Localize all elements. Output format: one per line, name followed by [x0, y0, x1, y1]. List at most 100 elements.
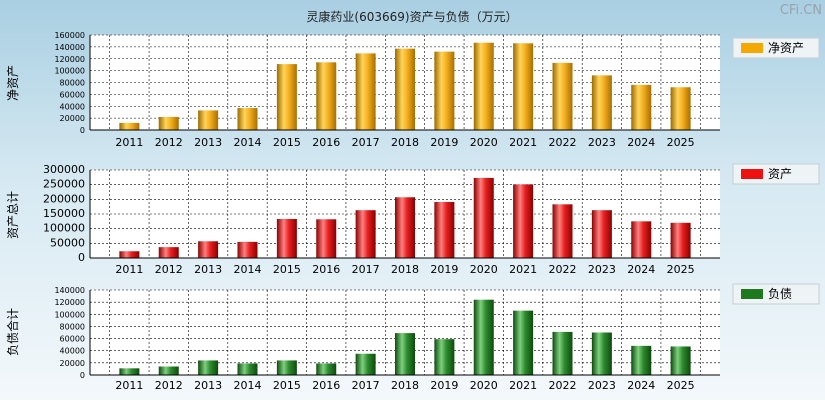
y-tick-label: 140000 — [54, 43, 85, 52]
y-tick-label: 20000 — [60, 359, 85, 368]
bar-total-liabilities-2017 — [355, 353, 376, 375]
x-tick-label: 2018 — [391, 263, 419, 276]
y-tick-label: 120000 — [54, 298, 85, 307]
legend-swatch — [741, 169, 763, 179]
x-tick-label: 2023 — [588, 379, 616, 392]
x-tick-label: 2020 — [470, 136, 498, 149]
x-tick-label: 2015 — [273, 263, 301, 276]
bar-total-liabilities-2012 — [158, 366, 179, 375]
x-tick-label: 2013 — [194, 263, 222, 276]
x-tick-label: 2025 — [667, 379, 695, 392]
x-tick-label: 2020 — [470, 379, 498, 392]
bar-net-assets-2011 — [119, 122, 140, 130]
x-tick-label: 2024 — [627, 136, 655, 149]
x-tick-label: 2012 — [155, 136, 183, 149]
y-axis-label: 净资产 — [6, 65, 20, 101]
y-tick-label: 100000 — [54, 310, 85, 319]
legend-net-assets: 净资产 — [732, 37, 820, 59]
bar-total-assets-2024 — [631, 221, 652, 258]
x-tick-label: 2020 — [470, 263, 498, 276]
x-tick-label: 2012 — [155, 379, 183, 392]
x-tick-label: 2011 — [115, 136, 143, 149]
x-tick-label: 2013 — [194, 379, 222, 392]
x-tick-label: 2018 — [391, 379, 419, 392]
x-tick-label: 2023 — [588, 136, 616, 149]
bar-net-assets-2016 — [316, 62, 337, 130]
x-tick-label: 2016 — [312, 136, 340, 149]
y-tick-label: 100000 — [43, 222, 85, 235]
y-tick-label: 150000 — [43, 207, 85, 220]
bar-total-assets-2022 — [552, 204, 573, 258]
y-tick-label: 160000 — [54, 31, 85, 40]
bar-net-assets-2012 — [158, 116, 179, 130]
bar-total-assets-2019 — [434, 201, 455, 258]
x-tick-label: 2017 — [352, 379, 380, 392]
y-tick-label: 250000 — [43, 178, 85, 191]
legend-swatch — [741, 43, 763, 53]
y-tick-label: 0 — [80, 126, 85, 135]
bar-total-liabilities-2024 — [631, 345, 652, 375]
x-tick-label: 2022 — [549, 379, 577, 392]
legend-total-assets: 资产 — [732, 163, 820, 185]
y-tick-label: 60000 — [60, 90, 85, 99]
x-tick-label: 2012 — [155, 263, 183, 276]
bar-total-liabilities-2021 — [513, 310, 534, 375]
bar-net-assets-2020 — [473, 42, 494, 130]
x-tick-label: 2021 — [509, 263, 537, 276]
y-tick-label: 40000 — [60, 102, 85, 111]
bar-total-liabilities-2022 — [552, 331, 573, 375]
x-tick-label: 2017 — [352, 136, 380, 149]
y-tick-label: 100000 — [54, 67, 85, 76]
x-tick-label: 2019 — [430, 136, 458, 149]
x-tick-label: 2021 — [509, 136, 537, 149]
x-tick-label: 2019 — [430, 263, 458, 276]
x-tick-label: 2018 — [391, 136, 419, 149]
x-tick-label: 2019 — [430, 379, 458, 392]
y-tick-label: 0 — [78, 251, 85, 264]
bar-net-assets-2019 — [434, 51, 455, 130]
bar-net-assets-2017 — [355, 53, 376, 130]
x-tick-label: 2016 — [312, 263, 340, 276]
bar-net-assets-2023 — [591, 75, 612, 130]
y-tick-label: 0 — [80, 371, 85, 380]
y-axis-label: 资产总计 — [6, 191, 20, 239]
bar-net-assets-2015 — [276, 64, 297, 130]
y-tick-label: 50000 — [50, 236, 85, 249]
y-tick-label: 80000 — [60, 79, 85, 88]
x-tick-label: 2015 — [273, 379, 301, 392]
bar-net-assets-2013 — [198, 110, 219, 130]
y-tick-label: 40000 — [60, 347, 85, 356]
bar-total-assets-2016 — [316, 219, 337, 258]
bar-total-assets-2025 — [670, 222, 691, 258]
bar-total-liabilities-2019 — [434, 339, 455, 375]
bar-total-liabilities-2016 — [316, 363, 337, 375]
bar-net-assets-2021 — [513, 43, 534, 130]
bar-total-liabilities-2011 — [119, 368, 140, 375]
x-tick-label: 2014 — [234, 379, 262, 392]
x-tick-label: 2022 — [549, 136, 577, 149]
x-tick-label: 2015 — [273, 136, 301, 149]
bar-total-assets-2014 — [237, 241, 258, 258]
y-tick-label: 140000 — [54, 286, 85, 295]
bar-total-assets-2018 — [395, 197, 415, 258]
bar-total-assets-2023 — [591, 210, 612, 258]
x-tick-label: 2025 — [667, 263, 695, 276]
y-tick-label: 300000 — [43, 163, 85, 176]
x-tick-label: 2013 — [194, 136, 222, 149]
bar-total-liabilities-2013 — [198, 360, 219, 375]
y-tick-label: 200000 — [43, 192, 85, 205]
bar-net-assets-2024 — [631, 84, 652, 130]
chart-title: 灵康药业(603669)资产与负债（万元） — [306, 9, 517, 24]
x-tick-label: 2023 — [588, 263, 616, 276]
x-tick-label: 2016 — [312, 379, 340, 392]
legend-swatch — [741, 289, 763, 299]
bar-net-assets-2018 — [395, 48, 415, 130]
panel-total-liabilities: 0 20000 40000 60000 80000 100000 120000 140000 2… — [5, 283, 820, 392]
x-tick-label: 2011 — [115, 263, 143, 276]
panel-net-assets: 0 20000 40000 60000 80000 100000 120000 140000 1… — [6, 31, 820, 149]
bar-total-assets-2011 — [119, 251, 140, 258]
x-tick-label: 2014 — [234, 136, 262, 149]
y-tick-label: 60000 — [60, 335, 85, 344]
